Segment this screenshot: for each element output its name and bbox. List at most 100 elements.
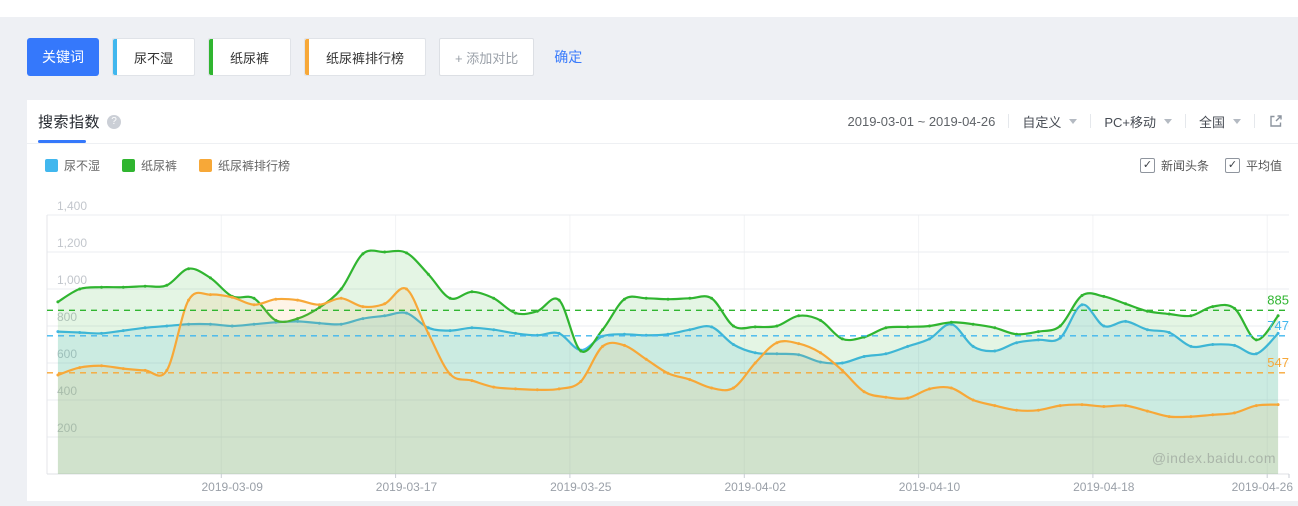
data-point [840,368,844,372]
data-point [971,322,975,326]
data-point [731,386,735,390]
data-point [100,331,103,335]
data-point [1276,331,1280,335]
checkbox-icon: ✓ [1139,158,1155,173]
data-point [753,351,757,355]
legend-label: 纸尿裤排行榜 [218,159,291,173]
data-point [514,331,517,335]
x-axis-label: 2019-04-18 [1073,480,1135,494]
y-axis-label: 600 [57,347,77,361]
data-point [492,385,496,389]
y-axis-label: 1,200 [57,236,87,250]
data-point [514,311,517,315]
data-point [884,352,888,356]
export-icon[interactable] [1268,113,1284,129]
data-point [971,398,975,402]
data-point [361,252,365,256]
legend-item-2[interactable]: 纸尿裤 [122,157,177,174]
keyword-chip-3[interactable]: 纸尿裤排行榜 [304,38,427,76]
dropdown-region[interactable]: 全国 [1199,112,1241,131]
data-point [448,296,452,300]
data-point [884,395,888,399]
data-point [601,344,605,348]
data-point [1102,405,1106,408]
data-point [56,373,60,377]
data-point [1124,302,1128,306]
data-point [1124,319,1128,323]
toggle-average[interactable]: ✓ 平均值 [1224,157,1282,174]
x-axis-label: 2019-03-09 [202,480,264,494]
data-point [187,267,191,271]
help-icon[interactable]: ? [107,114,122,129]
data-point [753,325,757,329]
search-index-card: 200 400 600 800 1,000 1,200 1,400 747 885 547 2019… [27,100,1298,501]
data-point [949,386,953,390]
data-point [993,404,997,408]
data-point [317,303,321,307]
data-point [1254,352,1258,356]
active-tab-underline [38,140,86,143]
keyword-chip-1[interactable]: 尿不湿 [112,38,196,76]
dropdown-platform[interactable]: PC+移动 [1104,112,1172,131]
series-area-3 [57,288,1279,474]
legend-item-1[interactable]: 尿不湿 [45,157,100,174]
data-point [1145,409,1149,413]
toggle-news-headlines[interactable]: ✓ 新闻头条 [1139,157,1209,174]
data-point [1233,411,1236,415]
keyword-chip-label: 纸尿裤排行榜 [326,50,405,66]
data-point [557,331,561,335]
data-point [1080,294,1084,297]
data-point [470,326,474,330]
chart-legend: 尿不湿 纸尿裤 纸尿裤排行榜 [45,157,290,174]
data-point [274,297,278,301]
legend-item-3[interactable]: 纸尿裤排行榜 [199,157,290,174]
confirm-link[interactable]: 确定 [554,49,583,65]
data-point [426,326,430,330]
keyword-accent-bar [305,39,310,75]
data-point [710,386,714,390]
data-point [579,349,583,353]
dropdown-time-custom[interactable]: 自定义 [1022,112,1078,131]
y-axis-label: 400 [57,384,77,398]
add-compare-button[interactable]: + 添加对比 [439,38,535,76]
data-point [928,387,931,391]
data-point [317,306,321,309]
keyword-accent-bar [113,39,117,75]
data-point [971,344,975,348]
data-point [819,360,822,364]
data-point [710,325,714,329]
legend-row: 尿不湿 纸尿裤 纸尿裤排行榜 ✓ 新闻头条 ✓ 平均值 [45,157,1282,177]
x-axis-label: 2019-03-25 [550,480,612,494]
y-axis-label: 200 [57,421,77,435]
data-point [1233,343,1236,347]
data-point [1189,344,1193,348]
keyword-label-button[interactable]: 关键词 [27,38,99,76]
data-point [426,331,430,335]
divider [1254,114,1255,128]
data-point [230,295,234,299]
data-point [100,285,103,289]
date-range-label[interactable]: 2019-03-01 ~ 2019-04-26 [847,113,996,129]
data-point [274,318,278,322]
toggle-label: 平均值 [1245,159,1282,173]
legend-swatch [122,159,136,172]
y-axis-label: 800 [57,310,77,324]
header-controls: 2019-03-01 ~ 2019-04-26 自定义 PC+移动 全国 [848,100,1285,142]
data-point [252,303,256,307]
data-point [1036,408,1040,412]
data-point [993,349,997,353]
data-point [208,293,212,297]
tab-search-index[interactable]: 搜索指数 [38,114,101,131]
overlay-toggles: ✓ 新闻头条 ✓ 平均值 [1139,157,1282,174]
data-point [753,361,757,365]
dropdown-label: 自定义 [1022,114,1062,130]
data-point [296,298,300,302]
keyword-chip-2[interactable]: 纸尿裤 [208,38,292,76]
data-point [339,322,343,326]
divider [1090,114,1092,128]
data-point [1211,343,1215,346]
chevron-down-icon [1233,118,1241,124]
data-point [862,390,866,394]
data-point [1276,403,1280,407]
data-point [666,297,670,301]
